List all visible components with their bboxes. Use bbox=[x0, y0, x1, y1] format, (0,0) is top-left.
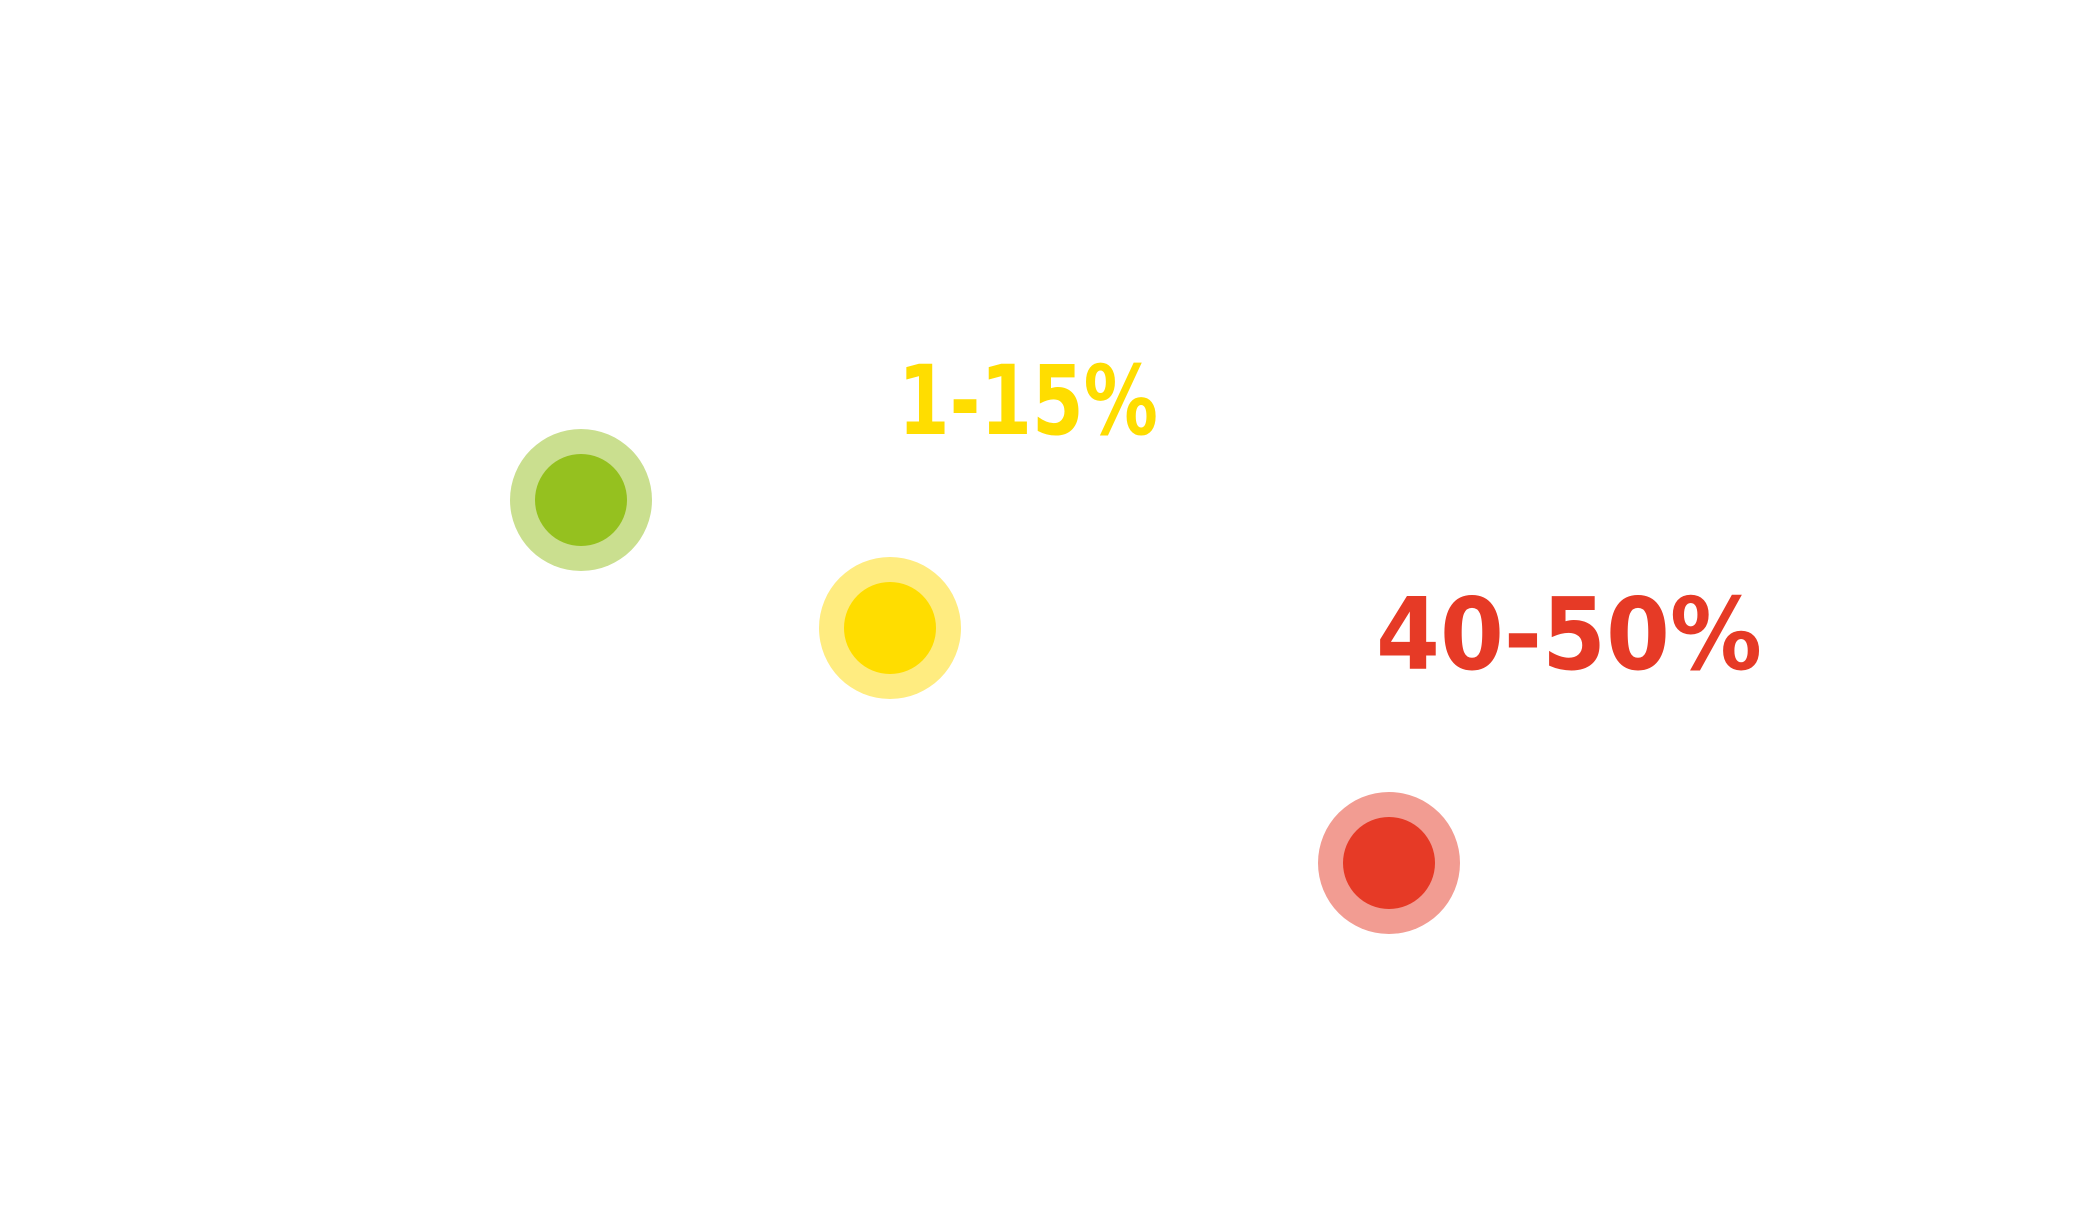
green-core bbox=[535, 454, 627, 546]
red-dot bbox=[1318, 792, 1460, 934]
yellow-core bbox=[844, 582, 936, 674]
range-label: 40-50% bbox=[1376, 576, 1762, 693]
range-label: 1-15% bbox=[898, 345, 1158, 457]
yellow-dot bbox=[819, 557, 961, 699]
red-core bbox=[1343, 817, 1435, 909]
green-dot bbox=[510, 429, 652, 571]
